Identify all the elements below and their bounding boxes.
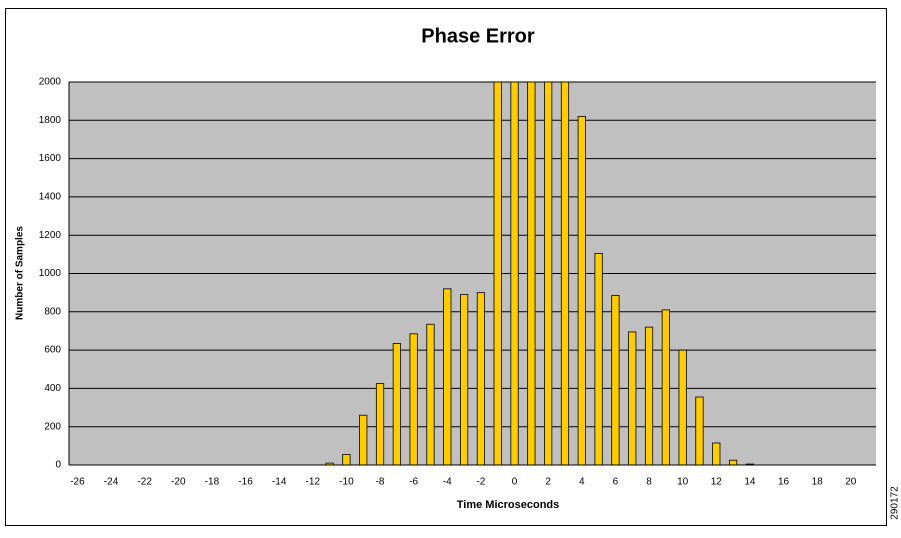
x-tick-label: 18	[812, 477, 824, 488]
bar	[644, 326, 654, 466]
y-tick-label: 600	[44, 345, 61, 356]
x-tick-label: 4	[579, 477, 585, 488]
bar	[695, 396, 704, 466]
x-tick-label: 0	[512, 477, 518, 488]
bar	[359, 414, 368, 466]
x-tick-label: -6	[409, 477, 418, 488]
bar	[443, 288, 452, 466]
bar	[409, 333, 418, 466]
bar	[594, 252, 603, 466]
x-tick-label: -10	[339, 477, 354, 488]
y-tick-label: 2000	[39, 77, 62, 88]
x-tick-label: -2	[476, 477, 485, 488]
x-tick-label: -20	[171, 477, 186, 488]
bar	[728, 459, 738, 466]
x-tick-label: 10	[677, 477, 689, 488]
y-axis-label: Number of Samples	[15, 226, 26, 320]
bar	[493, 81, 502, 466]
x-tick-label: 16	[778, 477, 790, 488]
y-tick-label: 1200	[39, 230, 62, 241]
bar	[510, 81, 519, 466]
x-tick-label: -24	[104, 477, 119, 488]
bar	[661, 309, 670, 466]
bar	[628, 331, 637, 466]
bar	[577, 116, 586, 466]
x-tick-label: 2	[545, 477, 551, 488]
bar	[527, 81, 536, 466]
bar	[375, 383, 385, 466]
y-tick-label: 1600	[39, 153, 62, 164]
y-tick-label: 1800	[39, 115, 62, 126]
y-tick-label: 1400	[39, 192, 62, 203]
x-tick-label: 20	[845, 477, 857, 488]
y-tick-label: 200	[44, 421, 61, 432]
x-tick-label: -22	[137, 477, 152, 488]
y-tick-label: 400	[44, 383, 61, 394]
x-tick-label: -14	[272, 477, 287, 488]
x-tick-label: -18	[205, 477, 220, 488]
x-tick-label: 12	[711, 477, 723, 488]
x-tick-label: 6	[613, 477, 619, 488]
x-tick-label: 8	[646, 477, 652, 488]
bar	[342, 454, 351, 466]
bar	[712, 442, 721, 466]
figure-id: 290172	[890, 486, 901, 520]
y-tick-label: 800	[44, 306, 61, 317]
bar	[426, 323, 435, 466]
bar	[560, 81, 570, 466]
x-tick-label: -26	[70, 477, 85, 488]
bar	[678, 349, 687, 466]
x-tick-label: -8	[376, 477, 385, 488]
y-tick-label: 0	[55, 460, 61, 471]
chart-title: Phase Error	[421, 25, 535, 47]
bar	[611, 295, 620, 466]
x-tick-label: -12	[306, 477, 321, 488]
x-tick-label: -16	[238, 477, 253, 488]
bar	[392, 342, 401, 466]
x-axis-label: Time Microseconds	[457, 499, 560, 511]
x-tick-label: -4	[443, 477, 452, 488]
x-tick-label: 14	[744, 477, 756, 488]
bar	[544, 81, 553, 466]
bar	[476, 292, 486, 466]
bar	[459, 294, 469, 466]
y-tick-label: 1000	[39, 268, 62, 279]
